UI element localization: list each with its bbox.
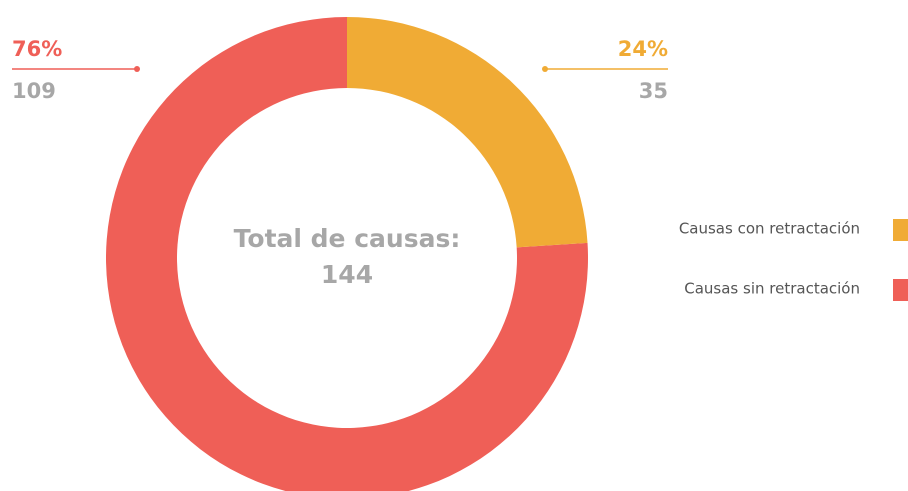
legend-label: Causas con retractación xyxy=(679,220,860,238)
count-label: 35 xyxy=(639,79,668,103)
center-title: Total de causas: xyxy=(234,224,461,253)
legend-swatch xyxy=(893,219,908,241)
legend-label: Causas sin retractación xyxy=(684,280,860,298)
center-total: 144 xyxy=(321,260,373,289)
percent-label: 76% xyxy=(12,37,62,61)
legend-swatch xyxy=(893,279,908,301)
percent-label: 24% xyxy=(618,37,668,61)
donut-slice xyxy=(106,17,588,491)
count-label: 109 xyxy=(12,79,56,103)
donut-slice xyxy=(347,17,588,248)
